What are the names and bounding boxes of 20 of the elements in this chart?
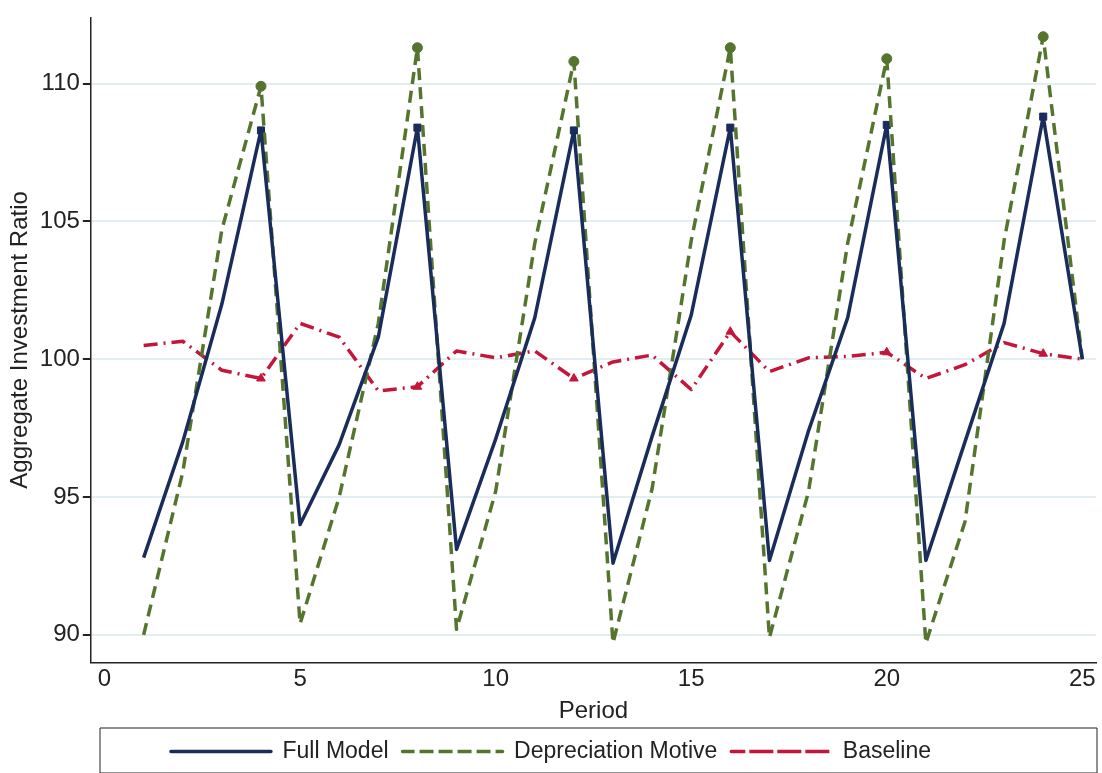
y-axis-title: Aggregate Investment Ratio (5, 191, 33, 489)
point (724, 42, 736, 54)
x-tick-label: 20 (873, 664, 901, 692)
x-tick-label: 25 (1068, 664, 1096, 692)
point (569, 372, 579, 382)
point (256, 372, 266, 382)
x-axis-title: Period (558, 696, 629, 724)
y-tick-label: 110 (41, 68, 80, 96)
x-tick-label: 0 (97, 664, 112, 692)
x-tick-label: 5 (293, 664, 307, 692)
x-tick-label: 15 (677, 664, 705, 692)
legend-label: Full Model (282, 736, 389, 763)
legend-label: Baseline (842, 736, 932, 763)
y-tick-label: 95 (53, 481, 80, 509)
y-tick-label: 90 (53, 619, 80, 647)
point (411, 42, 423, 54)
y-tick-label: 100 (39, 343, 80, 371)
legend-label: Depreciation Motive (514, 736, 718, 763)
x-tick-label: 10 (482, 664, 509, 692)
y-tick-label: 105 (39, 206, 80, 233)
